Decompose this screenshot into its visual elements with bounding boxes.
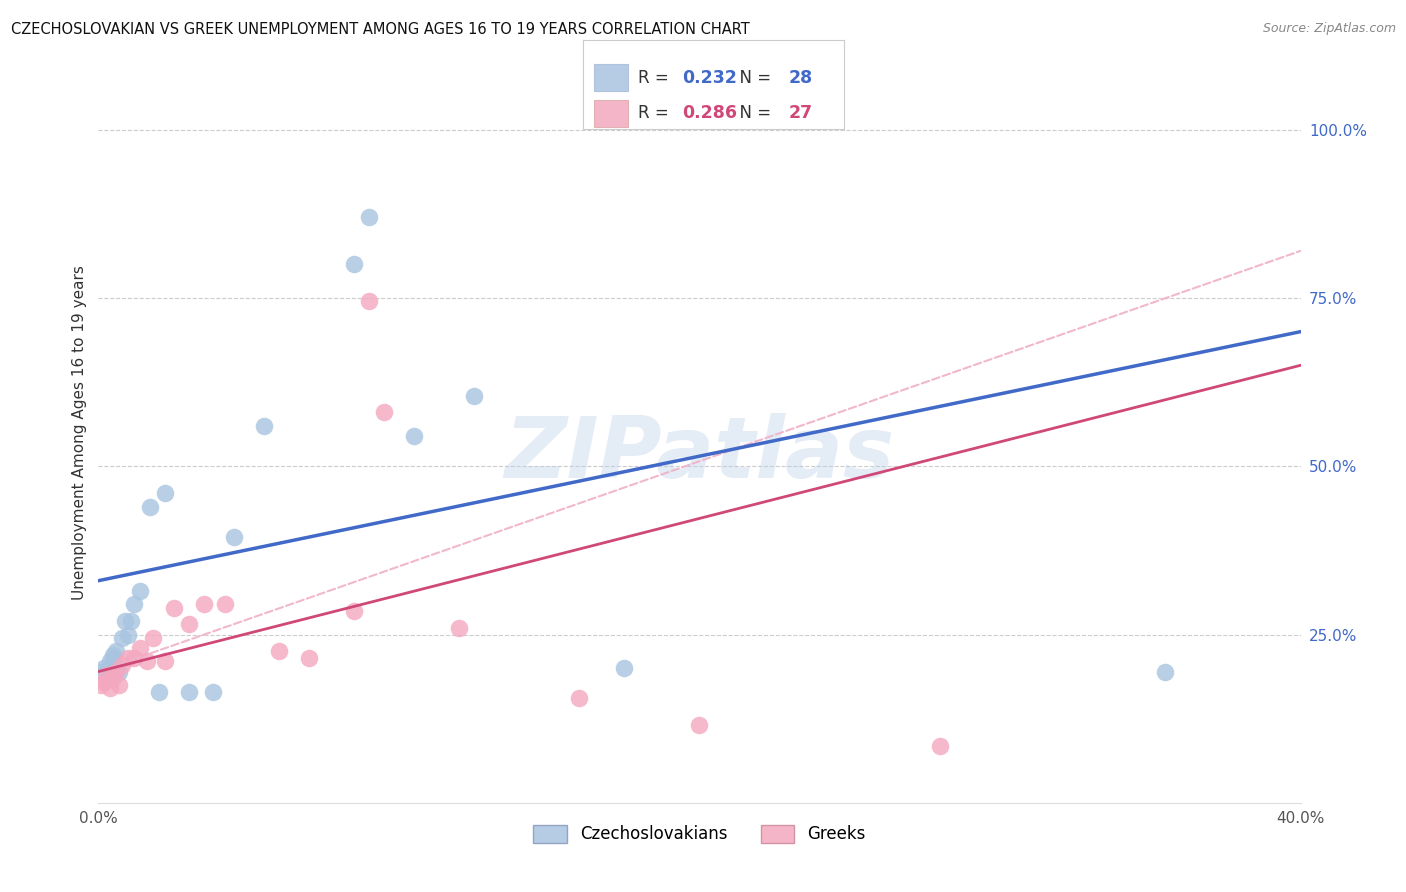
Text: 0.232: 0.232 [682,69,737,87]
Point [105,644,128,658]
Point [96,671,118,685]
Point [90,665,112,679]
Legend: Czechoslovakians, Greeks: Czechoslovakians, Greeks [527,818,872,850]
Point [114,614,136,628]
Point [141,631,163,645]
Text: 28: 28 [789,69,813,87]
Y-axis label: Unemployment Among Ages 16 to 19 years: Unemployment Among Ages 16 to 19 years [72,265,87,600]
Point [214,597,236,611]
Text: ZIPatlas: ZIPatlas [505,413,894,496]
Point [93,674,115,689]
Point [613,661,636,675]
Point [111,657,134,672]
Point [357,211,380,225]
Text: 27: 27 [789,104,813,122]
Text: R =: R = [638,69,673,87]
Point [124,597,146,611]
Text: Source: ZipAtlas.com: Source: ZipAtlas.com [1263,22,1396,36]
Point [447,621,470,635]
Point [343,604,366,618]
Point [138,500,160,514]
Point [373,405,395,419]
Point [100,681,122,696]
Point [267,644,290,658]
Point [929,739,952,753]
Point [124,651,146,665]
Bar [593,64,627,91]
Point [111,631,134,645]
Point [105,661,128,675]
Point [357,294,380,309]
Point [117,651,139,665]
Point [105,665,128,679]
Point [343,257,366,271]
Text: N =: N = [730,104,776,122]
Text: R =: R = [638,104,673,122]
Bar [593,100,627,127]
Point [129,640,152,655]
Point [103,648,125,662]
Point [129,583,152,598]
Point [135,655,157,669]
Point [108,678,131,692]
Point [298,651,321,665]
Text: 0.286: 0.286 [682,104,737,122]
Point [100,655,122,669]
Point [108,665,131,679]
Point [162,600,184,615]
Text: CZECHOSLOVAKIAN VS GREEK UNEMPLOYMENT AMONG AGES 16 TO 19 YEARS CORRELATION CHAR: CZECHOSLOVAKIAN VS GREEK UNEMPLOYMENT AM… [11,22,749,37]
Point [121,614,143,628]
Point [93,661,115,675]
Point [1154,665,1177,679]
Point [402,429,425,443]
Point [103,651,125,665]
Text: N =: N = [730,69,776,87]
Point [153,655,176,669]
Point [117,627,139,641]
Point [463,389,485,403]
Point [153,486,176,500]
Point [177,685,200,699]
Point [568,691,591,706]
Point [103,671,125,685]
Point [193,597,215,611]
Point [201,685,224,699]
Point [148,685,170,699]
Point [177,617,200,632]
Point [688,718,710,732]
Point [253,418,276,433]
Point [90,678,112,692]
Point [96,668,118,682]
Point [222,530,245,544]
